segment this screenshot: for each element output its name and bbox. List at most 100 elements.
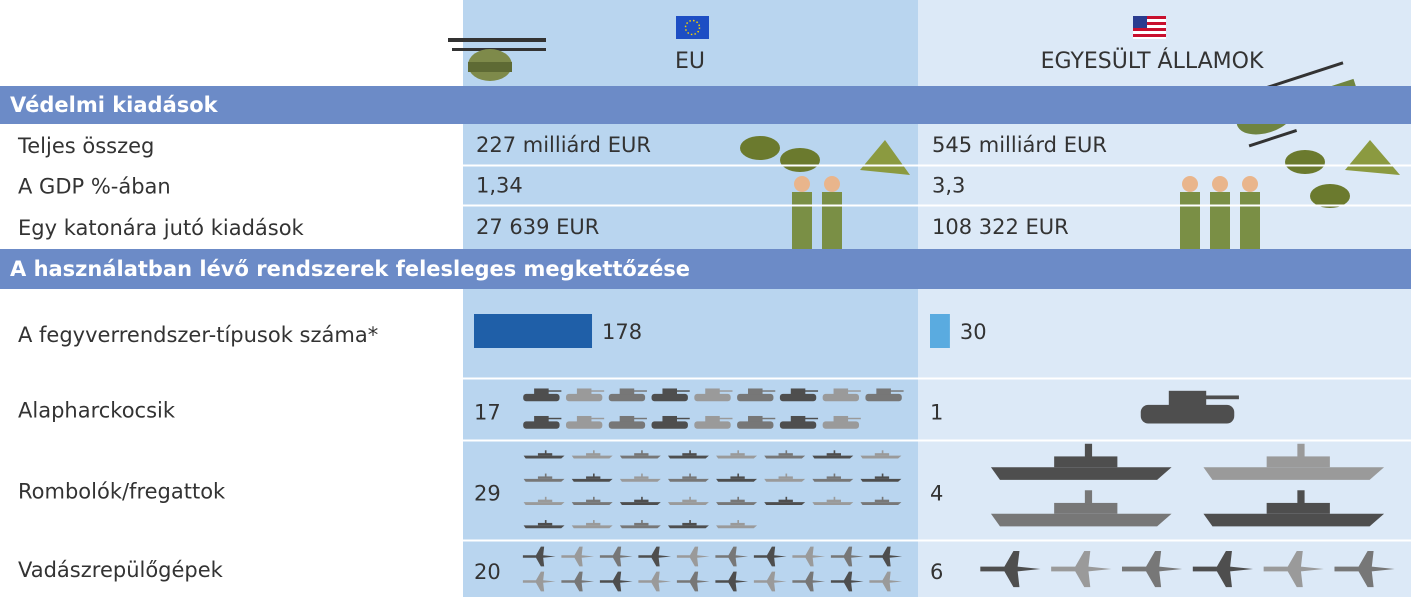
- ship-hull: [668, 525, 709, 528]
- tank-turret: [620, 416, 635, 422]
- tank-barrel: [590, 418, 605, 419]
- us-flag: [1133, 16, 1166, 39]
- tank-turret: [662, 388, 677, 394]
- ship-mast: [641, 450, 643, 453]
- count-label: 17: [474, 401, 501, 425]
- tank-body: [737, 421, 773, 428]
- ship-hull: [716, 502, 757, 505]
- tank-barrel: [718, 390, 733, 391]
- tank-barrel: [889, 390, 904, 391]
- tank-turret: [1169, 391, 1206, 406]
- tank-body: [523, 394, 559, 401]
- count-label: 4: [930, 482, 943, 506]
- ship-hull: [860, 479, 901, 482]
- ship-hull: [668, 456, 709, 459]
- ship-mast: [545, 474, 547, 477]
- ship-mast: [737, 520, 739, 523]
- ship-mast: [786, 497, 788, 500]
- ship-mast: [786, 474, 788, 477]
- ship-mast: [1085, 490, 1092, 504]
- cell-value: 3,3: [932, 174, 965, 198]
- tank-barrel: [761, 418, 776, 419]
- ship-mast: [593, 520, 595, 523]
- tank-barrel: [846, 390, 861, 391]
- ship-hull: [524, 456, 565, 459]
- ship-hull: [860, 456, 901, 459]
- tank-body: [694, 394, 730, 401]
- tank-turret: [662, 416, 677, 422]
- infographic: EU EGYESÜLT ÁLLAMOK Védelmi kiadásokTelj…: [0, 0, 1411, 597]
- tank-body: [823, 394, 859, 401]
- cell-value: 108 322 EUR: [932, 215, 1069, 239]
- tank-barrel: [1202, 395, 1239, 399]
- ship-mast: [641, 474, 643, 477]
- tank-turret: [534, 388, 549, 394]
- ship-mast: [737, 497, 739, 500]
- ship-hull: [812, 502, 853, 505]
- ship-hull: [668, 502, 709, 505]
- ship-mast: [689, 520, 691, 523]
- tank-turret: [876, 388, 891, 394]
- ship-hull: [812, 456, 853, 459]
- tank-body: [566, 421, 602, 428]
- tank-turret: [705, 416, 720, 422]
- tank-barrel: [846, 418, 861, 419]
- ship-hull: [860, 502, 901, 505]
- ship-hull: [620, 525, 661, 528]
- ship-hull: [620, 479, 661, 482]
- tank-barrel: [547, 418, 562, 419]
- tank-body: [609, 421, 645, 428]
- tank-body: [609, 394, 645, 401]
- tank-barrel: [547, 390, 562, 391]
- tank-turret: [577, 388, 592, 394]
- eu-flag: [676, 16, 709, 39]
- ship-hull: [572, 479, 613, 482]
- ship-hull: [1203, 467, 1384, 480]
- ship-hull: [572, 456, 613, 459]
- ship-mast: [737, 450, 739, 453]
- ship-hull: [620, 502, 661, 505]
- row-label: Teljes összeg: [17, 134, 154, 158]
- ship-hull: [764, 456, 805, 459]
- ship-hull: [716, 525, 757, 528]
- count-label: 20: [474, 560, 501, 584]
- page: EU EGYESÜLT ÁLLAMOK Védelmi kiadásokTelj…: [0, 0, 1411, 597]
- ship-mast: [786, 450, 788, 453]
- ship-mast: [882, 474, 884, 477]
- cell-value: 227 milliárd EUR: [476, 133, 651, 157]
- tank-body: [694, 421, 730, 428]
- tank-turret: [834, 416, 849, 422]
- ship-mast: [545, 520, 547, 523]
- tank-body: [737, 394, 773, 401]
- tank-turret: [620, 388, 635, 394]
- row-label: Rombolók/fregattok: [18, 480, 226, 504]
- ship-mast: [882, 497, 884, 500]
- tank-barrel: [718, 418, 733, 419]
- ship-hull: [991, 467, 1172, 480]
- ship-hull: [991, 514, 1172, 527]
- tank-body: [523, 421, 559, 428]
- bar-label: 178: [602, 320, 642, 344]
- ship-mast: [834, 474, 836, 477]
- ship-hull: [524, 479, 565, 482]
- tank-body: [1141, 405, 1235, 424]
- ship-mast: [689, 450, 691, 453]
- bar-label: 30: [960, 320, 987, 344]
- ship-mast: [834, 450, 836, 453]
- ship-mast: [1085, 444, 1092, 458]
- tank-barrel: [632, 418, 647, 419]
- ship-mast: [545, 450, 547, 453]
- tank-body: [780, 394, 816, 401]
- cell-value: 27 639 EUR: [476, 215, 599, 239]
- tank-barrel: [804, 418, 819, 419]
- tank-turret: [705, 388, 720, 394]
- ship-hull: [716, 479, 757, 482]
- ship-mast: [1297, 490, 1304, 504]
- ship-mast: [593, 497, 595, 500]
- ship-mast: [545, 497, 547, 500]
- ship-hull: [524, 502, 565, 505]
- tank-turret: [834, 388, 849, 394]
- tank-barrel: [632, 390, 647, 391]
- count-label: 29: [474, 482, 501, 506]
- tank-turret: [791, 416, 806, 422]
